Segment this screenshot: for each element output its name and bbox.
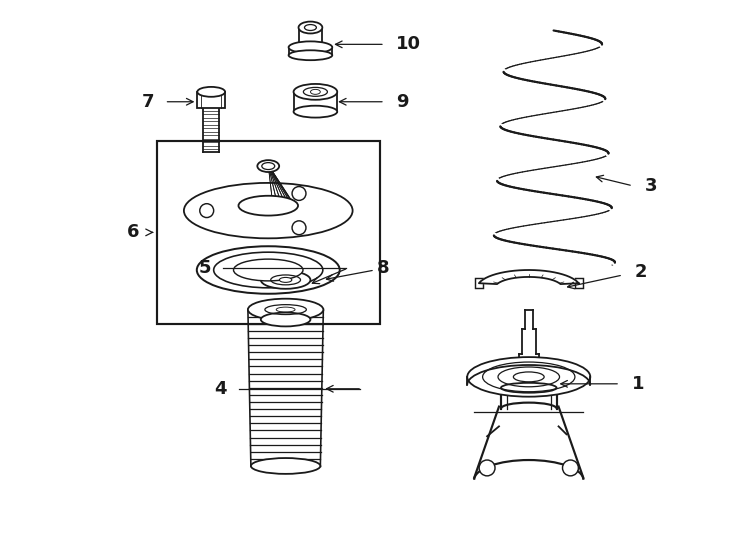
Polygon shape	[479, 270, 578, 284]
Circle shape	[562, 460, 578, 476]
Ellipse shape	[261, 313, 310, 326]
Ellipse shape	[239, 196, 298, 215]
Circle shape	[479, 460, 495, 476]
Ellipse shape	[184, 183, 352, 238]
Ellipse shape	[294, 84, 337, 100]
Circle shape	[200, 204, 214, 218]
Text: 2: 2	[635, 263, 647, 281]
Ellipse shape	[197, 246, 340, 294]
Ellipse shape	[288, 50, 333, 60]
Ellipse shape	[299, 22, 322, 33]
Ellipse shape	[258, 160, 279, 172]
Circle shape	[292, 186, 306, 200]
Ellipse shape	[248, 299, 324, 320]
Text: 10: 10	[396, 35, 421, 53]
Text: 8: 8	[377, 259, 390, 277]
Ellipse shape	[261, 271, 310, 289]
Text: 1: 1	[632, 375, 644, 393]
Ellipse shape	[280, 278, 292, 282]
Text: 6: 6	[127, 224, 139, 241]
Ellipse shape	[214, 252, 323, 288]
Ellipse shape	[288, 42, 333, 53]
Bar	[475, 278, 483, 288]
Ellipse shape	[468, 357, 590, 397]
Ellipse shape	[294, 106, 337, 118]
Text: 4: 4	[214, 380, 227, 398]
Ellipse shape	[310, 90, 320, 94]
Ellipse shape	[197, 87, 225, 97]
Text: 9: 9	[396, 93, 408, 111]
Text: 3: 3	[645, 177, 658, 195]
Text: 7: 7	[142, 93, 155, 111]
Bar	[575, 278, 583, 288]
Bar	[197, 92, 225, 107]
Bar	[156, 141, 380, 325]
Ellipse shape	[233, 259, 303, 281]
Text: 5: 5	[199, 259, 211, 277]
Ellipse shape	[251, 458, 320, 474]
Circle shape	[292, 221, 306, 235]
Ellipse shape	[501, 383, 556, 393]
